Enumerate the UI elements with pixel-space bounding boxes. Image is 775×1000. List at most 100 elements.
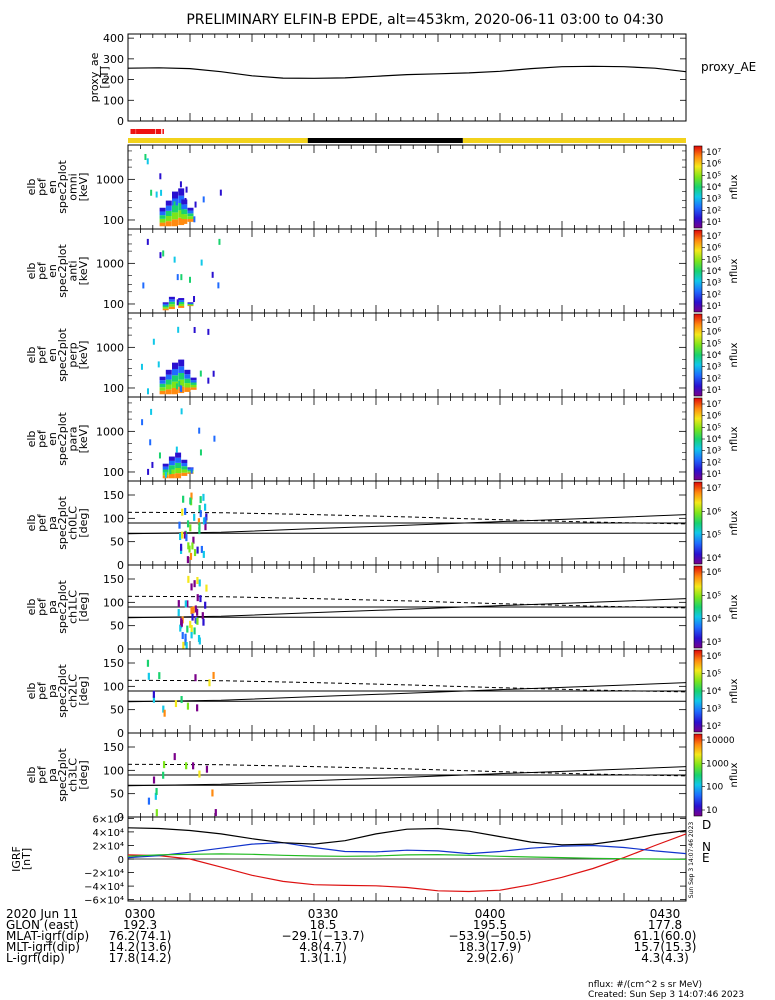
pa-ch0-cell bbox=[185, 534, 188, 542]
igrf-panel: −6×10⁴ −4×10⁴ −2×10⁴ 0 2×10⁴ 4×10⁴ 6×10⁴ DNE Sun… bbox=[10, 814, 711, 906]
spec-omni-zlabel: nflux bbox=[729, 174, 740, 199]
spec-perp-zlabel: nflux bbox=[729, 342, 740, 367]
spec-anti-cell bbox=[162, 305, 169, 308]
footer-row-value: −53.9(−50.5) bbox=[449, 929, 532, 943]
pa-ch0-cell bbox=[199, 510, 202, 518]
spec-omni-cell bbox=[187, 213, 194, 217]
spec-omni-cell bbox=[165, 221, 172, 227]
spec-para-cell bbox=[187, 471, 194, 473]
spec-para-cell bbox=[168, 473, 175, 479]
pa-ch0-ylabel: elbpefpaspec2plotch0LC[deg] bbox=[25, 496, 90, 550]
pa-ch0-cell bbox=[189, 552, 193, 560]
pa-ch0-cell bbox=[204, 516, 207, 524]
spec-perp-cell bbox=[184, 369, 191, 375]
pa-ch1-ylabel-line: elb bbox=[25, 599, 38, 616]
sunlit-bar bbox=[462, 138, 686, 143]
spec-para-cell bbox=[181, 466, 188, 470]
spec-para-ylabel-line: elb bbox=[25, 431, 38, 448]
pa-ch3-ytick-label: 150 bbox=[103, 741, 124, 754]
spec-omni-cell bbox=[187, 219, 194, 222]
spec-anti-sparse-cell bbox=[159, 252, 162, 259]
pa-ch3-cell bbox=[211, 789, 214, 797]
pa-ch2-ytick-label: 150 bbox=[103, 657, 124, 670]
spec-anti-sparse-cell bbox=[146, 238, 149, 245]
ae-series-line bbox=[127, 65, 687, 79]
spec-anti-cell bbox=[168, 301, 175, 305]
footer-row-value: 177.8 bbox=[648, 918, 682, 932]
pa-ch3-loss-cone-solid bbox=[127, 766, 687, 787]
spec-perp-sparse-cell bbox=[178, 380, 181, 387]
pa-ch1-colorbar-label: 10⁴ bbox=[706, 615, 721, 625]
pa-ch0-cell bbox=[202, 517, 206, 525]
spec-para-cell bbox=[162, 463, 169, 467]
pa-ch0-cell bbox=[200, 545, 203, 553]
spec-para-colorbar-label: 10¹ bbox=[706, 470, 721, 480]
ae-ytick-label: 300 bbox=[103, 53, 124, 66]
science-zone-bar bbox=[130, 129, 133, 134]
pa-ch1-colorbar-label: 10³ bbox=[706, 638, 721, 648]
spec-omni-colorbar bbox=[693, 145, 703, 229]
spec-perp-sparse-cell bbox=[207, 328, 210, 335]
spec-perp-ylabel-line: spec2plot bbox=[56, 328, 69, 382]
pa-ch1-cell bbox=[190, 583, 193, 591]
pa-ch1-colorbar bbox=[693, 565, 703, 649]
pa-ch1-ylabel-line: pef bbox=[35, 597, 48, 616]
pa-ch1-cell bbox=[193, 627, 196, 635]
eclipse-bar bbox=[307, 138, 463, 143]
spec-para-colorbar-label: 10⁷ bbox=[706, 400, 721, 410]
spec-para-cell bbox=[162, 466, 169, 470]
pa-ch3-cell bbox=[214, 809, 217, 817]
igrf-ytick-label: 4×10⁴ bbox=[93, 828, 124, 839]
pa-ch1-cell bbox=[186, 625, 189, 633]
spec-para-sparse-cell bbox=[141, 419, 144, 426]
pa-ch0-ylabel-line: spec2plot bbox=[56, 496, 69, 550]
footer-row-value: 4.8(4.7) bbox=[299, 940, 347, 954]
pa-ch1-loss-cone-solid bbox=[127, 598, 687, 619]
spec-perp-colorbar-label: 10² bbox=[706, 374, 721, 384]
spec-omni-cell bbox=[181, 209, 188, 215]
pa-ch2-ylabel-line: spec2plot bbox=[56, 664, 69, 718]
spec-omni-sparse-cell bbox=[193, 216, 196, 223]
pa-ch1-cell bbox=[186, 600, 189, 608]
pa-ch0-cell bbox=[199, 496, 202, 504]
pa-ch2-colorbar-label: 10⁴ bbox=[706, 687, 721, 697]
pa-ch1-cell bbox=[198, 637, 201, 645]
spec-anti-sparse-cell bbox=[193, 296, 196, 303]
spec-perp-colorbar-label: 10⁷ bbox=[706, 316, 721, 326]
ae-series-label: proxy_AE bbox=[701, 60, 756, 74]
spec-anti-cell bbox=[187, 305, 194, 307]
spec-omni-ylabel: elbpefenspec2plotomni[keV] bbox=[25, 160, 90, 214]
spec-para-cell bbox=[168, 460, 175, 466]
pa-ch0-cell bbox=[202, 550, 205, 558]
igrf-series-D bbox=[127, 833, 687, 893]
pa-ch0-cell bbox=[181, 531, 184, 539]
spec-anti-cell bbox=[178, 305, 185, 308]
ae-ytick-label: 100 bbox=[103, 94, 124, 107]
spec-para-colorbar-label: 10³ bbox=[706, 447, 721, 457]
pa-ch3-cell bbox=[173, 753, 176, 761]
footer-row-value: 2.9(2.6) bbox=[466, 951, 514, 965]
pa-ch1-cell bbox=[185, 641, 188, 649]
pa-ch1-cell bbox=[193, 580, 196, 588]
ae-ylabel-line: [nT] bbox=[98, 66, 111, 88]
pa-ch3-ylabel-line: pa bbox=[46, 768, 59, 782]
orbit-status-bars bbox=[128, 129, 686, 143]
pa-ch2-colorbar-label: 10³ bbox=[706, 705, 721, 715]
pa-ch1-cell bbox=[202, 618, 205, 626]
spec-para-sparse-cell bbox=[150, 408, 153, 415]
pa-ch1-ylabel-line: [deg] bbox=[77, 592, 90, 621]
spec-omni-cell bbox=[187, 216, 194, 220]
pa-ch1-cell bbox=[199, 595, 202, 603]
pa-ch3-ylabel-line: pef bbox=[35, 765, 48, 784]
footer-row-value: 0400 bbox=[475, 907, 506, 921]
pa-ch1-cell bbox=[201, 612, 204, 620]
pa-ch2-cell bbox=[162, 705, 165, 713]
pa-ch3-cell bbox=[162, 761, 166, 769]
spec-perp-ytick-label: 100 bbox=[103, 382, 124, 395]
spec-perp-ylabel-line: [keV] bbox=[77, 341, 90, 370]
spec-perp-cell bbox=[172, 368, 178, 376]
spec-omni-ylabel-line: [keV] bbox=[77, 173, 90, 202]
spec-anti-colorbar-label: 10⁶ bbox=[706, 244, 721, 254]
pa-ch1-cell bbox=[191, 613, 194, 621]
spec-omni-cell bbox=[181, 199, 188, 205]
